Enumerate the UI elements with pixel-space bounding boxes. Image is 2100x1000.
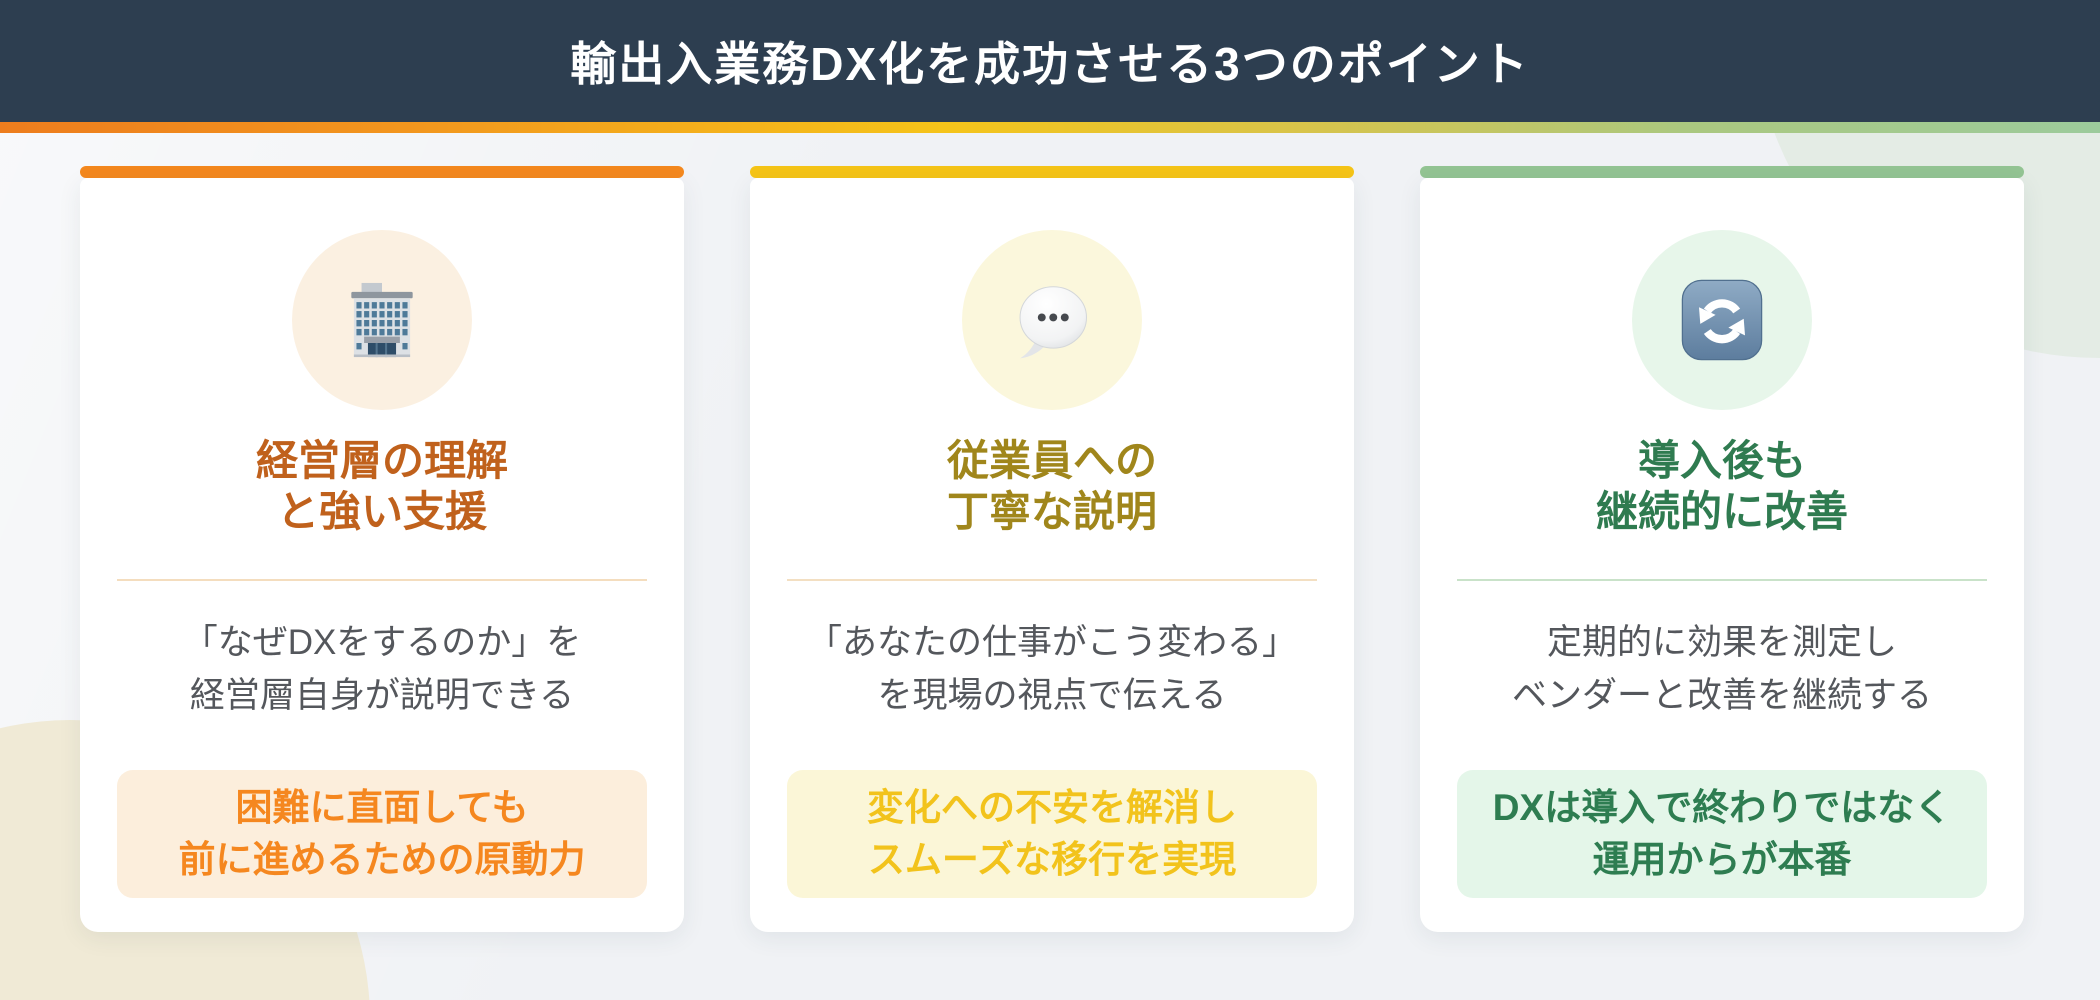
office-building-icon	[292, 230, 472, 410]
card-accent-bar	[80, 166, 684, 178]
highlight-box: 困難に直面しても 前に進めるための原動力	[117, 770, 647, 899]
highlight-box: DXは導入で終わりではなく 運用からが本番	[1457, 770, 1987, 899]
card-body: 導入後も 継続的に改善 定期的に効果を測定し ベンダーと改善を継続する DXは導…	[1420, 178, 2024, 932]
card-description: 定期的に効果を測定し ベンダーと改善を継続する	[1511, 623, 1932, 715]
card-body: 従業員への 丁寧な説明 「あなたの仕事がこう変わる」 を現場の視点で伝える 変化…	[750, 178, 1354, 932]
card-accent-bar	[750, 166, 1354, 178]
page-title: 輸出入業務DX化を成功させる3つのポイント	[570, 38, 1530, 90]
speech-balloon-icon	[962, 230, 1142, 410]
header-bar: 輸出入業務DX化を成功させる3つのポイント	[0, 0, 2100, 122]
gradient-divider	[0, 122, 2100, 133]
card-description: 「あなたの仕事がこう変わる」 を現場の視点で伝える	[806, 623, 1297, 715]
card-divider	[117, 579, 647, 582]
card-title: 導入後も 継続的に改善	[1595, 437, 1848, 536]
card-divider	[787, 579, 1317, 582]
card-body: 経営層の理解 と強い支援 「なぜDXをするのか」を 経営層自身が説明できる 困難…	[80, 178, 684, 932]
cards-row: 経営層の理解 と強い支援 「なぜDXをするのか」を 経営層自身が説明できる 困難…	[80, 166, 2024, 932]
card-executive-support: 経営層の理解 と強い支援 「なぜDXをするのか」を 経営層自身が説明できる 困難…	[80, 166, 684, 932]
card-accent-bar	[1420, 166, 2024, 178]
card-title: 従業員への 丁寧な説明	[946, 437, 1157, 536]
card-title: 経営層の理解 と強い支援	[255, 437, 508, 536]
card-employee-explanation: 従業員への 丁寧な説明 「あなたの仕事がこう変わる」 を現場の視点で伝える 変化…	[750, 166, 1354, 932]
card-divider	[1457, 579, 1987, 582]
card-continuous-improvement: 導入後も 継続的に改善 定期的に効果を測定し ベンダーと改善を継続する DXは導…	[1420, 166, 2024, 932]
highlight-box: 変化への不安を解消し スムーズな移行を実現	[787, 770, 1317, 899]
counterclockwise-arrows-icon	[1632, 230, 1812, 410]
card-description: 「なぜDXをするのか」を 経営層自身が説明できる	[182, 623, 582, 715]
